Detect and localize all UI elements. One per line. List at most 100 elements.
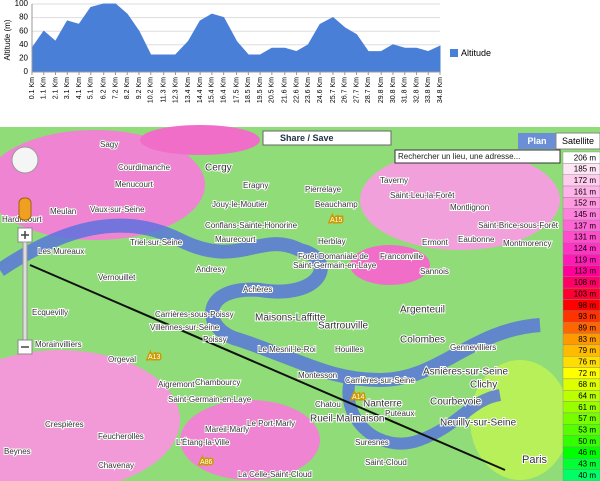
x-tick-label: 9.2 Km <box>136 77 143 99</box>
place-label: La Celle-Saint-Cloud <box>238 470 312 479</box>
place-label: Montesson <box>298 371 337 380</box>
x-tick-label: 22.6 Km <box>293 77 300 103</box>
place-label: Triel-sur-Seine <box>130 238 183 247</box>
x-tick-label: 11.3 Km <box>161 77 168 103</box>
x-tick-label: 26.7 Km <box>342 77 349 103</box>
legend-label: 61 m <box>578 403 596 412</box>
place-label: Beynes <box>4 447 31 456</box>
place-label: Andresy <box>196 265 225 274</box>
place-label: Pierrelaye <box>305 185 342 194</box>
place-label: Neuilly-sur-Seine <box>440 418 517 429</box>
legend-label: 137 m <box>574 221 597 230</box>
place-label: Saint-Germain-en-Laye <box>293 261 377 270</box>
river <box>342 378 502 450</box>
place-label: Gennevilliers <box>450 343 496 352</box>
x-tick-label: 32.8 Km <box>413 77 420 103</box>
place-label: L'Étang-la-Ville <box>176 438 230 447</box>
x-tick-label: 25.7 Km <box>330 77 337 103</box>
legend-label: 131 m <box>574 233 597 242</box>
legend-label: 119 m <box>574 255 596 264</box>
legend-label: 72 m <box>578 369 596 378</box>
x-tick-label: 3.1 Km <box>64 77 71 99</box>
legend-label: 50 m <box>578 437 596 446</box>
x-tick-label: 24.6 Km <box>317 77 324 103</box>
legend-label: 113 m <box>574 267 596 276</box>
place-label: Eragny <box>243 181 268 190</box>
map: Sagy Courdimanche Menucourt Cergy Vaux-s… <box>0 125 600 481</box>
place-label: Suresnes <box>355 438 389 447</box>
search-input[interactable] <box>394 149 561 164</box>
relief <box>180 400 320 480</box>
y-tick-label: 100 <box>15 0 29 8</box>
satellite-button[interactable] <box>555 132 600 150</box>
y-tick-label: 0 <box>24 67 29 76</box>
street-view-pegman[interactable] <box>18 197 32 221</box>
x-tick-label: 29.8 Km <box>378 77 385 103</box>
legend-label: 68 m <box>578 380 596 389</box>
x-tick-label: 5.1 Km <box>88 77 95 99</box>
area <box>31 3 441 73</box>
place-label: Colombes <box>400 335 445 346</box>
x-tick-label: 31.8 Km <box>402 77 409 103</box>
river <box>0 218 541 388</box>
x-tick-label: 4.1 Km <box>76 77 83 99</box>
place-label: Menucourt <box>115 180 154 189</box>
y-axis-label: Altitude (m) <box>3 19 12 60</box>
place-label: Taverny <box>380 176 408 185</box>
road-label: A86 <box>200 459 213 466</box>
pan-control[interactable] <box>11 146 39 174</box>
legend-label: 43 m <box>578 460 596 469</box>
x-tick-label: 27.7 Km <box>353 77 360 103</box>
relief <box>360 150 560 250</box>
x-tick-label: 14.4 Km <box>197 77 204 103</box>
plan-button[interactable] <box>518 133 556 149</box>
place-label: Vernouillet <box>98 273 136 282</box>
x-tick-label: 12.3 Km <box>172 77 179 103</box>
place-label: Puteaux <box>385 409 414 418</box>
legend-label: 46 m <box>578 448 596 457</box>
search-placeholder: Rechercher un lieu, une adresse... <box>398 152 520 161</box>
place-label: Poissy <box>203 335 227 344</box>
place-label: Herblay <box>318 237 346 246</box>
plan-label: Plan <box>527 136 546 146</box>
legend-label: 79 m <box>578 346 596 355</box>
x-tick-label: 18.5 Km <box>245 77 252 103</box>
share-button[interactable] <box>262 130 392 146</box>
place-label: Crespières <box>45 420 84 429</box>
zoom-in-icon <box>21 231 29 239</box>
place-label: Rueil-Malmaison <box>310 414 384 425</box>
legend-label: 103 m <box>574 289 597 298</box>
route-line <box>29 264 506 471</box>
x-tick-label: 8.2 Km <box>124 77 131 99</box>
place-label: Meulan <box>50 207 76 216</box>
x-tick-label: 7.2 Km <box>112 77 119 99</box>
place-label: Mareil-Marly <box>205 425 249 434</box>
zoom-control <box>11 146 39 355</box>
zoom-slider[interactable] <box>22 241 28 341</box>
legend-label: 185 m <box>574 165 597 174</box>
place-label: Franconville <box>380 252 424 261</box>
place-label: Sartrouville <box>318 321 368 332</box>
place-label: Argenteuil <box>400 305 445 316</box>
place-label: Carrières-sur-Seine <box>345 376 415 385</box>
place-label: Chatou <box>315 400 341 409</box>
relief <box>0 350 180 481</box>
x-tick-label: 17.5 Km <box>233 77 240 103</box>
place-label: Eaubonne <box>458 235 495 244</box>
legend-label: 98 m <box>578 301 596 310</box>
legend-label: 108 m <box>574 278 597 287</box>
x-tick-label: 20.5 Km <box>269 77 276 103</box>
x-tick-label: 33.8 Km <box>425 77 432 103</box>
road-label: A14 <box>352 394 365 401</box>
legend-label: 172 m <box>574 176 597 185</box>
place-label: Sagy <box>100 140 118 149</box>
place-label: Jouy-le-Moutier <box>212 200 267 209</box>
x-tick-label: 6.2 Km <box>101 77 108 99</box>
place-label: Ecquevilly <box>32 308 68 317</box>
x-tick-label: 0.1 Km <box>29 77 36 99</box>
place-label: Feucherolles <box>98 432 144 441</box>
place-label: Beauchamp <box>315 200 358 209</box>
x-tick-label: 16.4 Km <box>220 77 227 103</box>
place-label: Asnières-sur-Seine <box>423 367 508 378</box>
place-label: Saint-Brice-sous-Forêt <box>478 221 559 230</box>
